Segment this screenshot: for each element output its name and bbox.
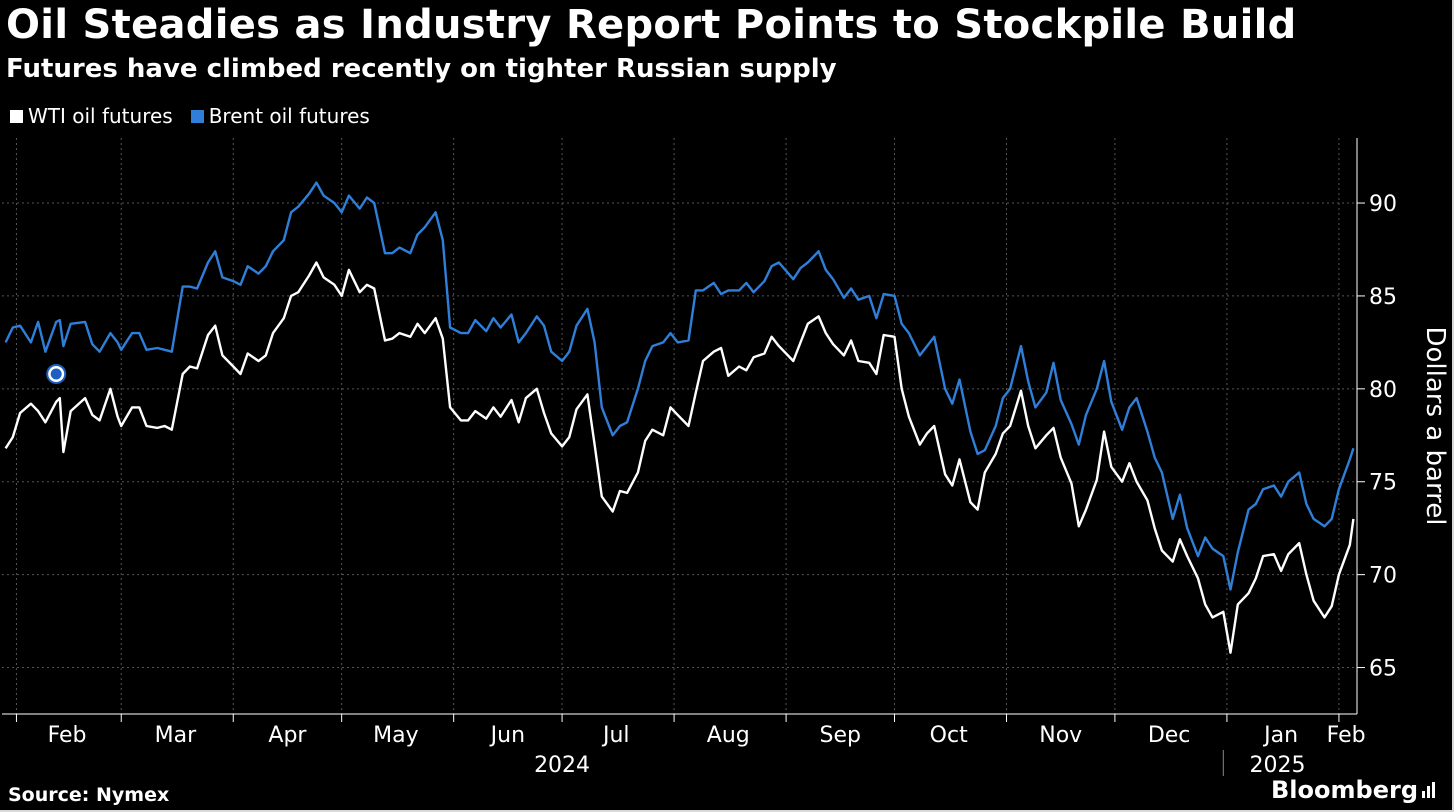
- y-tick-label: 80: [1369, 378, 1397, 403]
- year-label: 2024: [534, 753, 590, 778]
- x-tick-label: Sep: [820, 723, 861, 748]
- bloomberg-logo: Bloomberg: [1271, 776, 1436, 804]
- x-tick-label: Jun: [489, 723, 525, 748]
- y-tick-label: 70: [1369, 564, 1397, 589]
- year-label: 2025: [1250, 753, 1306, 778]
- axis-layer: 65 70 75 80 85 90 Feb Mar Apr May Jun Jul Aug Sep Oct N…: [2, 138, 1397, 778]
- chart-title: Oil Steadies as Industry Report Points t…: [6, 2, 1297, 48]
- x-tick-label: Nov: [1039, 723, 1082, 748]
- legend-item-wti: WTI oil futures: [10, 104, 173, 128]
- legend-label-wti: WTI oil futures: [28, 104, 173, 128]
- x-tick-label: Oct: [930, 723, 968, 748]
- x-tick-label: Jul: [601, 723, 630, 748]
- y-tick-label: 65: [1369, 657, 1397, 682]
- series-layer: [4, 181, 1355, 654]
- y-tick-label: 75: [1369, 471, 1397, 496]
- chart-subtitle: Futures have climbed recently on tighter…: [6, 54, 837, 84]
- x-tick-label: May: [373, 723, 418, 748]
- x-tick-label: Aug: [707, 723, 750, 748]
- brand-label: Bloomberg: [1271, 776, 1418, 804]
- bar-chart-icon: [1422, 782, 1435, 798]
- hover-marker-core: [50, 368, 62, 380]
- y-axis-label: Dollars a barrel: [1420, 326, 1450, 525]
- x-tick-label: Feb: [48, 723, 87, 748]
- grid-layer: [2, 138, 1357, 714]
- y-tick-label: 85: [1369, 285, 1397, 310]
- x-tick-label: Mar: [155, 723, 197, 748]
- brent-series-line: [4, 181, 1355, 591]
- x-tick-label: Feb: [1327, 723, 1366, 748]
- y-tick-label: 90: [1369, 192, 1397, 217]
- legend-swatch-brent: [190, 109, 204, 123]
- x-tick-label: Apr: [268, 723, 307, 748]
- legend-swatch-wti: [10, 109, 23, 123]
- legend-item-brent: Brent oil futures: [190, 104, 370, 128]
- legend: WTI oil futures Brent oil futures: [10, 104, 370, 128]
- legend-label-brent: Brent oil futures: [208, 104, 370, 128]
- x-tick-label: Dec: [1148, 723, 1191, 748]
- wti-series-line: [4, 261, 1355, 654]
- source-note: Source: Nymex: [8, 784, 170, 806]
- x-tick-label: Jan: [1262, 723, 1298, 748]
